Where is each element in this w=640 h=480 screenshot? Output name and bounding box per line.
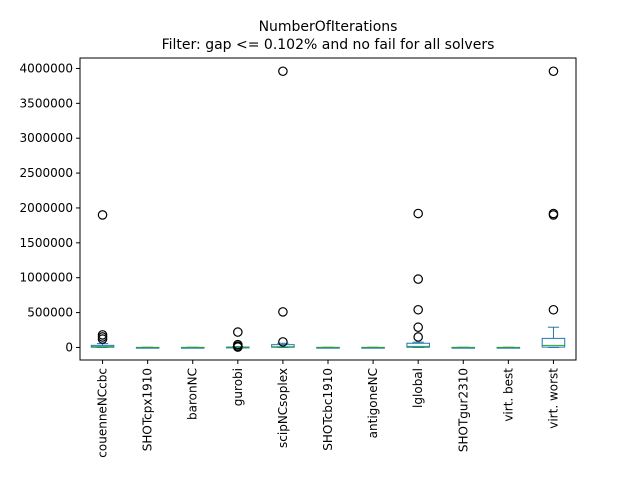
box-group bbox=[541, 66, 566, 348]
x-tick-label: gurobi bbox=[231, 368, 245, 406]
outlier-point bbox=[413, 304, 423, 315]
outlier-point bbox=[233, 327, 243, 337]
outlier-point bbox=[278, 66, 288, 77]
outlier-point bbox=[97, 210, 108, 220]
box-iqr bbox=[406, 342, 430, 348]
outlier-point bbox=[413, 332, 423, 342]
box-group bbox=[361, 346, 385, 349]
box-group bbox=[135, 346, 160, 349]
outlier-point bbox=[278, 337, 288, 347]
x-axis: couenneNCcbc SHOTcpx1910 baronNC gurobi scip… bbox=[96, 360, 560, 458]
chart-title: NumberOfIterations bbox=[259, 19, 398, 35]
outlier-point bbox=[97, 334, 108, 344]
y-tick-label: 1500000 bbox=[20, 236, 73, 250]
x-tick-label: baronNC bbox=[186, 368, 200, 420]
outlier-point bbox=[413, 208, 423, 219]
x-tick-label: SHOTcbc1910 bbox=[321, 368, 335, 451]
outlier-point bbox=[548, 210, 559, 220]
x-tick-label: virt. worst bbox=[546, 368, 560, 429]
box-group bbox=[451, 346, 476, 349]
box-group bbox=[271, 66, 295, 348]
box-group bbox=[496, 346, 521, 349]
x-tick-label: SHOTgur2310 bbox=[456, 368, 470, 452]
x-tick-label: lglobal bbox=[411, 368, 425, 408]
outlier-point bbox=[548, 304, 559, 315]
x-tick-label: scipNCsoplex bbox=[276, 368, 290, 448]
y-tick-label: 500000 bbox=[27, 306, 73, 320]
y-tick-label: 0 bbox=[65, 340, 73, 354]
plot-area bbox=[90, 66, 566, 352]
x-tick-label: virt. best bbox=[501, 368, 515, 422]
outlier-point bbox=[548, 66, 559, 77]
plot-frame bbox=[79, 57, 577, 361]
y-tick-label: 3500000 bbox=[20, 96, 73, 110]
x-tick-label: couenneNCcbc bbox=[96, 368, 110, 458]
outlier-point bbox=[413, 322, 423, 333]
y-tick-label: 2000000 bbox=[20, 201, 73, 215]
outlier-point bbox=[233, 342, 243, 352]
x-tick-label: SHOTcpx1910 bbox=[141, 368, 155, 451]
x-tick-label: antigoneNC bbox=[366, 368, 380, 438]
box-group bbox=[90, 210, 115, 348]
box-group bbox=[316, 346, 340, 349]
box-group bbox=[180, 346, 205, 349]
y-tick-label: 1000000 bbox=[20, 271, 73, 285]
box-iqr bbox=[541, 337, 566, 348]
outlier-point bbox=[278, 307, 288, 317]
y-tick-label: 3000000 bbox=[20, 131, 73, 145]
y-axis: 0 500000 1000000 1500000 2000000 2500000 30000… bbox=[20, 61, 80, 354]
box-group bbox=[406, 208, 430, 348]
y-tick-label: 4000000 bbox=[20, 61, 73, 75]
y-tick-label: 2500000 bbox=[20, 166, 73, 180]
box-group bbox=[226, 327, 250, 352]
outlier-point bbox=[413, 274, 423, 284]
chart-subtitle: Filter: gap <= 0.102% and no fail for al… bbox=[162, 37, 495, 53]
